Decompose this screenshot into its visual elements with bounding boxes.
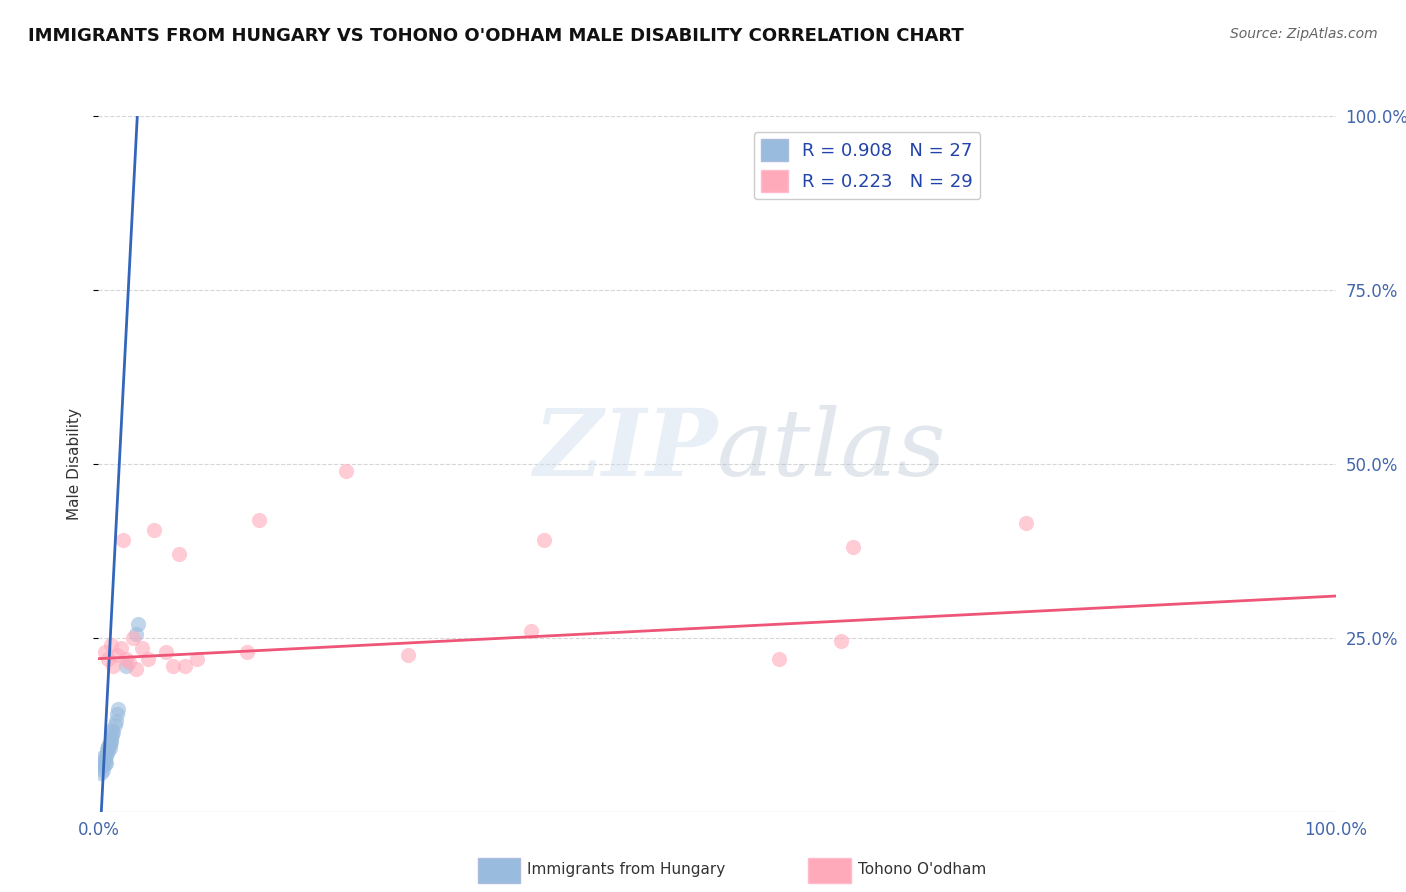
Point [114,658,136,673]
Point [93,763,115,777]
Point [93,645,115,659]
Point [93,750,115,764]
Point [236,645,259,659]
Point [105,707,128,722]
Point [136,651,159,665]
Point [91,755,114,769]
Point [94,756,117,770]
Point [97,743,120,757]
Point [131,641,153,656]
Point [100,735,122,749]
Point [167,547,190,561]
Point [97,739,120,753]
Point [174,658,197,673]
Point [97,651,120,665]
Point [118,655,141,669]
Point [122,631,145,645]
Point [110,641,132,656]
Point [100,638,122,652]
Point [105,648,128,662]
Point [247,512,270,526]
Point [520,624,543,638]
Text: Source: ZipAtlas.com: Source: ZipAtlas.com [1230,27,1378,41]
Point [93,757,115,772]
Text: atlas: atlas [717,405,946,495]
Point [335,464,357,478]
Point [107,702,129,716]
Point [124,662,146,676]
Point [94,749,117,764]
Point [100,731,122,746]
Text: IMMIGRANTS FROM HUNGARY VS TOHONO O'ODHAM MALE DISABILITY CORRELATION CHART: IMMIGRANTS FROM HUNGARY VS TOHONO O'ODHA… [28,27,965,45]
Point [103,717,125,731]
Y-axis label: Male Disability: Male Disability [67,408,83,520]
Legend: R = 0.908   N = 27, R = 0.223   N = 29: R = 0.908 N = 27, R = 0.223 N = 29 [754,132,980,200]
Point [96,742,118,756]
Point [90,766,112,780]
Point [768,651,790,665]
Point [155,645,177,659]
Text: Tohono O'odham: Tohono O'odham [858,863,986,877]
Point [98,737,121,751]
Point [104,714,127,729]
Point [143,523,166,537]
Point [842,541,865,555]
Point [830,634,852,648]
Point [98,740,121,755]
Point [186,651,208,665]
Point [1015,516,1038,530]
Point [124,627,146,641]
Point [112,533,135,548]
Point [93,753,115,767]
Text: Immigrants from Hungary: Immigrants from Hungary [527,863,725,877]
Point [162,658,184,673]
Point [96,746,118,760]
Point [103,658,125,673]
Point [533,533,555,548]
Point [101,723,124,737]
Point [114,651,136,665]
Point [91,759,114,773]
Point [103,724,125,739]
Point [396,648,419,662]
Point [127,616,149,631]
Text: ZIP: ZIP [533,405,717,495]
Point [101,728,124,742]
